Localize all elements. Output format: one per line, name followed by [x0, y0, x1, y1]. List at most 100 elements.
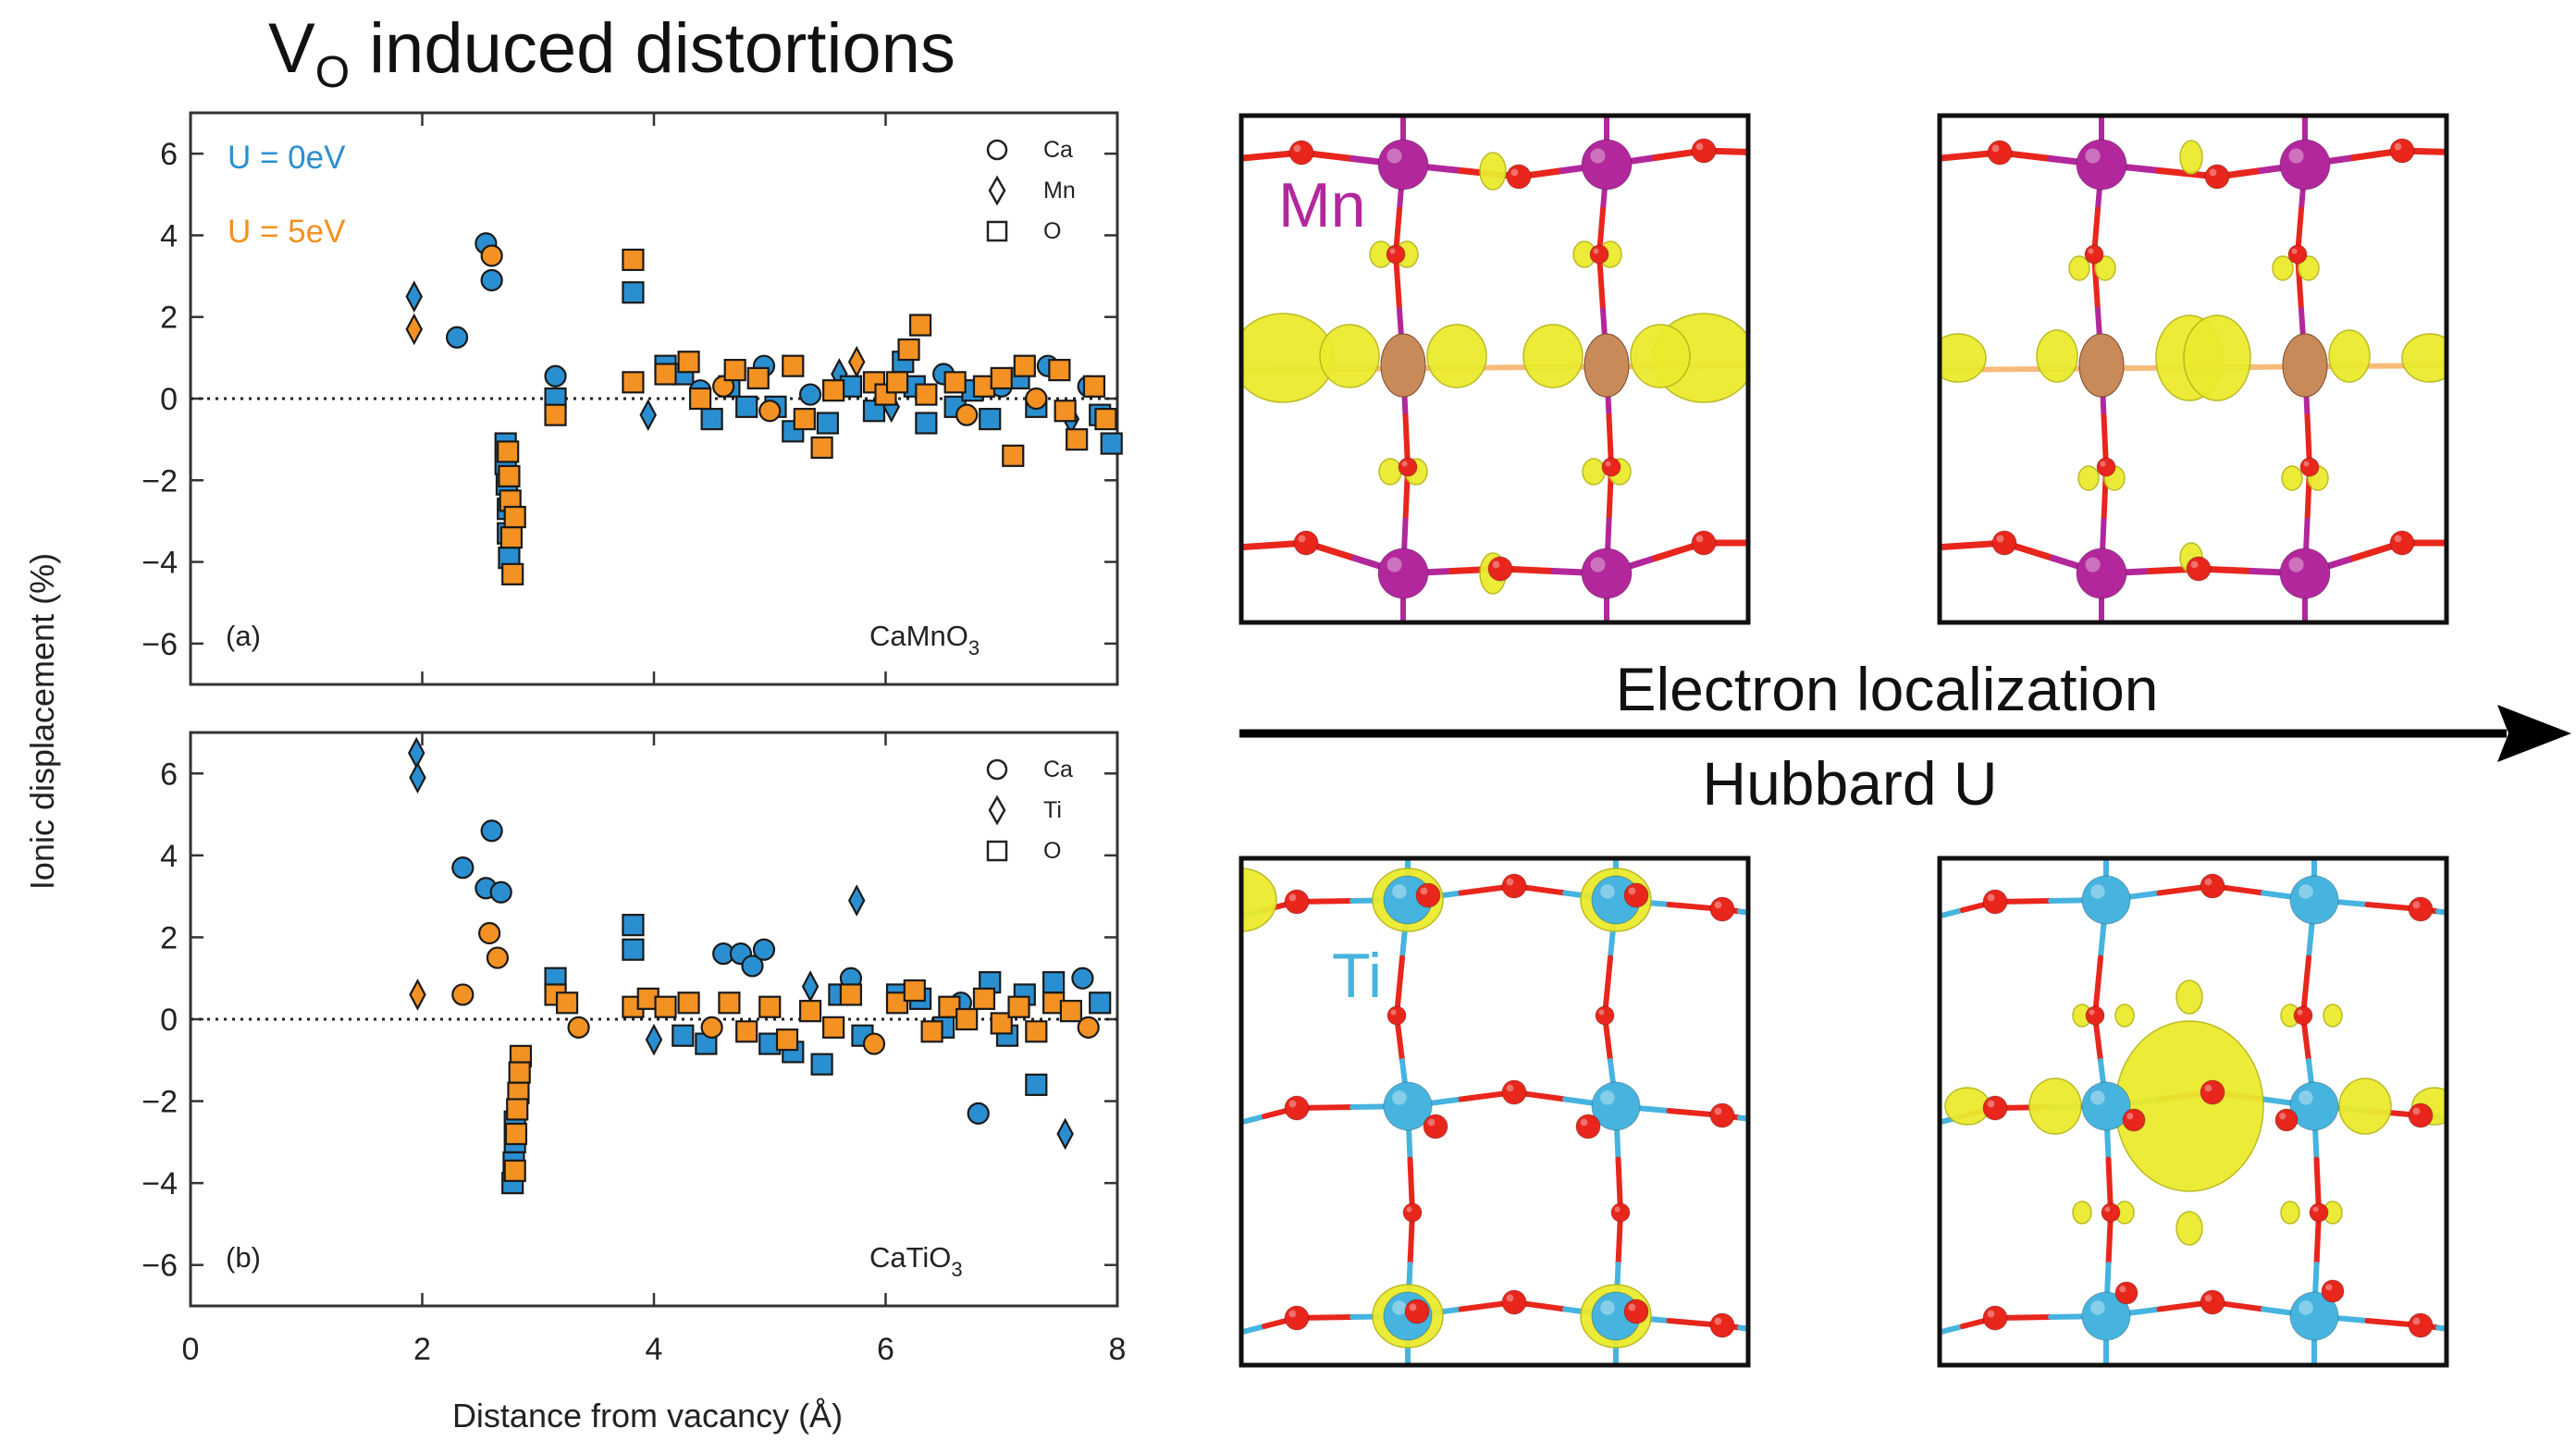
data-point-square [622, 281, 645, 304]
ti-atom [2289, 1291, 2339, 1341]
data-point-diamond [645, 1023, 663, 1056]
data-point-circle [486, 946, 510, 969]
data-point-square [862, 400, 886, 423]
y-tick-label: −4 [142, 546, 178, 581]
ti-atom [2289, 875, 2339, 925]
oxygen-atom-highlight [1996, 535, 2004, 543]
oxygen-atom-highlight [1510, 168, 1519, 177]
structure-content [1241, 116, 1748, 622]
data-point-square [723, 359, 746, 382]
ti-atom-highlight [2299, 884, 2313, 899]
oxygen-atom-highlight [2291, 248, 2298, 254]
data-point-square [915, 412, 938, 435]
mn-atom [1581, 139, 1633, 191]
oxygen-atom-highlight [1288, 1100, 1297, 1108]
oxygen-atom [2293, 1005, 2313, 1026]
oxygen-atom [2186, 556, 2212, 582]
oxygen-atom [1991, 530, 2017, 556]
oxygen-atom-highlight [2119, 1286, 2126, 1293]
oxygen-atom-highlight [1506, 1294, 1514, 1302]
oxygen-atom [1982, 1095, 2008, 1121]
data-point-square [839, 983, 863, 1006]
oxygen-atom-highlight [1695, 535, 1704, 543]
oxygen-atom [2299, 457, 2320, 477]
oxygen-atom-highlight [2190, 560, 2199, 569]
oxygen-atom [1610, 1202, 1631, 1223]
isosurface-lobe [2281, 465, 2303, 491]
data-point-square [746, 366, 770, 390]
data-point-square [501, 562, 524, 585]
data-point-square [822, 1016, 845, 1039]
bond [2300, 954, 2311, 1018]
ti-atom [1383, 1081, 1433, 1131]
data-point-square [1059, 1000, 1083, 1023]
bond [2295, 252, 2304, 313]
data-point-square [990, 366, 1013, 390]
oxygen-atom [1284, 1305, 1310, 1331]
isosurface-lobe [2328, 329, 2371, 383]
oxygen-atom-highlight [1628, 1303, 1636, 1311]
mn-atom-highlight [1387, 148, 1402, 164]
data-point-square [822, 379, 845, 402]
oxygen-atom-highlight [2303, 461, 2310, 467]
legend-species-label: Ti [1043, 797, 1062, 823]
data-point-square [622, 248, 645, 272]
oxygen-atom-highlight [1288, 893, 1297, 902]
y-tick-label: 6 [160, 137, 178, 172]
data-point-square [798, 1000, 822, 1023]
isosurface-lobe [2068, 255, 2090, 281]
isosurface-lobe [2094, 255, 2116, 281]
bond [1732, 148, 1748, 155]
data-point-square [955, 1007, 979, 1031]
oxygen-atom-highlight [2297, 1009, 2303, 1016]
oxygen-atom [1575, 1114, 1601, 1139]
legend-species-label: O [1043, 218, 1061, 244]
title-sub: O [315, 48, 350, 97]
data-point-square [718, 991, 741, 1015]
oxygen-atom-highlight [2088, 248, 2094, 254]
isosurface-lobe [1582, 458, 1606, 486]
data-point-circle [480, 819, 503, 843]
data-point-diamond [409, 761, 426, 794]
isosurface-lobe [1940, 333, 1987, 383]
bond [1737, 908, 1748, 916]
legend-marker-square [986, 220, 1008, 242]
ti-atom-highlight [1600, 1300, 1615, 1315]
y-tick-label: 0 [160, 382, 178, 417]
isosurface-lobe [2280, 1201, 2300, 1225]
y-axis-label: Ionic displacement (%) [23, 553, 61, 890]
oxygen-atom [2321, 1279, 2345, 1303]
oxygen-atom [1691, 138, 1717, 164]
isosurface-lobe [1479, 152, 1507, 191]
data-point-circle [798, 383, 822, 406]
isosurface-lobe [2114, 1004, 2135, 1028]
data-point-square [497, 440, 520, 463]
y-tick-label: 2 [160, 301, 178, 336]
data-point-square [504, 1122, 528, 1146]
data-point-square [1100, 432, 1123, 455]
oxygen-atom-highlight [1714, 1107, 1722, 1115]
data-point-circle [544, 364, 567, 388]
mn-atom [2076, 139, 2127, 191]
title-rest: induced distortions [350, 9, 955, 88]
data-point-square [1025, 1020, 1048, 1043]
oxygen-atom [1284, 889, 1310, 915]
data-point-circle [1071, 967, 1094, 990]
data-point-circle [489, 880, 512, 904]
oxygen-atom [1982, 1305, 2008, 1331]
oxygen-atom-highlight [2126, 1113, 2134, 1120]
data-point-square [677, 351, 700, 374]
oxygen-atom [1402, 1202, 1423, 1223]
isosurface-lobe [1241, 313, 1335, 403]
figure-title: VO induced distortions [268, 9, 955, 97]
isosurface-lobe [2179, 140, 2203, 175]
y-tick-label: 0 [160, 1003, 178, 1038]
isosurface-lobe [1426, 324, 1487, 388]
structure-content [1940, 116, 2447, 622]
data-point-circle [478, 921, 501, 945]
y-tick-label: 4 [160, 218, 178, 253]
oxygen-atom [1601, 457, 1621, 477]
data-point-square [775, 1028, 799, 1052]
data-point-circle [451, 856, 475, 880]
legend-species-label: O [1043, 838, 1061, 864]
